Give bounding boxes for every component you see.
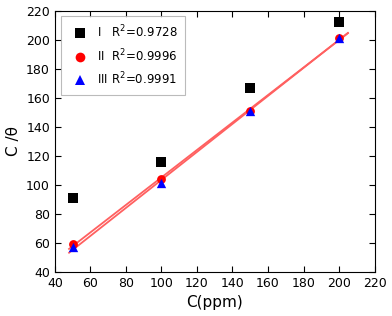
Point [69,195,76,200]
Point [336,36,342,41]
Point [247,85,253,90]
Point [247,108,253,113]
Point [158,177,165,182]
Point [158,159,165,164]
X-axis label: C(ppm): C(ppm) [186,295,243,310]
Y-axis label: C /θ: C /θ [5,126,20,156]
Legend: I   R$^2$=0.9728, II  R$^2$=0.9996, III R$^2$=0.9991: I R$^2$=0.9728, II R$^2$=0.9996, III R$^… [61,16,185,94]
Point [336,36,342,41]
Point [69,242,76,247]
Point [69,245,76,250]
Point [158,181,165,186]
Point [336,20,342,25]
Point [247,108,253,113]
